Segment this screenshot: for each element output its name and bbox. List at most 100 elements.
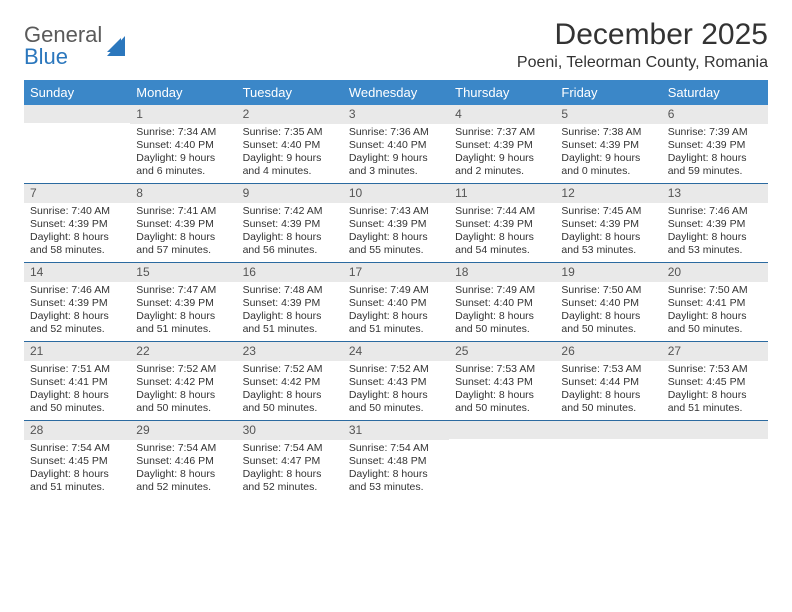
- sunrise-text: Sunrise: 7:39 AM: [668, 126, 762, 139]
- sunset-text: Sunset: 4:39 PM: [243, 218, 337, 231]
- day-number: 4: [449, 105, 555, 124]
- calendar-cell: 1Sunrise: 7:34 AMSunset: 4:40 PMDaylight…: [130, 105, 236, 183]
- calendar-cell: 21Sunrise: 7:51 AMSunset: 4:41 PMDayligh…: [24, 342, 130, 420]
- day-number: [449, 421, 555, 439]
- calendar-cell: 27Sunrise: 7:53 AMSunset: 4:45 PMDayligh…: [662, 342, 768, 420]
- day-number: 31: [343, 421, 449, 440]
- calendar-cell: 3Sunrise: 7:36 AMSunset: 4:40 PMDaylight…: [343, 105, 449, 183]
- daylight-text: Daylight: 8 hours and 50 minutes.: [349, 389, 443, 415]
- calendar-cell: 16Sunrise: 7:48 AMSunset: 4:39 PMDayligh…: [237, 263, 343, 341]
- sunset-text: Sunset: 4:44 PM: [561, 376, 655, 389]
- sunrise-text: Sunrise: 7:53 AM: [668, 363, 762, 376]
- day-detail: Sunrise: 7:36 AMSunset: 4:40 PMDaylight:…: [343, 124, 449, 183]
- day-header-wed: Wednesday: [343, 80, 449, 105]
- day-detail: Sunrise: 7:53 AMSunset: 4:44 PMDaylight:…: [555, 361, 661, 420]
- day-detail: Sunrise: 7:50 AMSunset: 4:40 PMDaylight:…: [555, 282, 661, 341]
- logo-sail-icon: [105, 32, 127, 60]
- sunset-text: Sunset: 4:39 PM: [561, 139, 655, 152]
- day-number: 12: [555, 184, 661, 203]
- sunrise-text: Sunrise: 7:49 AM: [349, 284, 443, 297]
- calendar-cell: 17Sunrise: 7:49 AMSunset: 4:40 PMDayligh…: [343, 263, 449, 341]
- daylight-text: Daylight: 8 hours and 51 minutes.: [243, 310, 337, 336]
- sunrise-text: Sunrise: 7:44 AM: [455, 205, 549, 218]
- sunrise-text: Sunrise: 7:53 AM: [561, 363, 655, 376]
- day-number: 25: [449, 342, 555, 361]
- day-detail: Sunrise: 7:48 AMSunset: 4:39 PMDaylight:…: [237, 282, 343, 341]
- sunrise-text: Sunrise: 7:50 AM: [668, 284, 762, 297]
- sunset-text: Sunset: 4:39 PM: [243, 297, 337, 310]
- sunset-text: Sunset: 4:39 PM: [30, 218, 124, 231]
- day-detail: Sunrise: 7:54 AMSunset: 4:46 PMDaylight:…: [130, 440, 236, 499]
- day-detail: Sunrise: 7:46 AMSunset: 4:39 PMDaylight:…: [662, 203, 768, 262]
- day-number: [555, 421, 661, 439]
- day-number: [24, 105, 130, 123]
- sunset-text: Sunset: 4:43 PM: [349, 376, 443, 389]
- sunrise-text: Sunrise: 7:40 AM: [30, 205, 124, 218]
- day-header-mon: Monday: [130, 80, 236, 105]
- day-number: 11: [449, 184, 555, 203]
- day-number: 19: [555, 263, 661, 282]
- daylight-text: Daylight: 8 hours and 50 minutes.: [455, 389, 549, 415]
- sunrise-text: Sunrise: 7:36 AM: [349, 126, 443, 139]
- sunset-text: Sunset: 4:40 PM: [349, 139, 443, 152]
- day-detail: Sunrise: 7:54 AMSunset: 4:45 PMDaylight:…: [24, 440, 130, 499]
- day-detail: Sunrise: 7:52 AMSunset: 4:43 PMDaylight:…: [343, 361, 449, 420]
- sunrise-text: Sunrise: 7:52 AM: [349, 363, 443, 376]
- sunrise-text: Sunrise: 7:38 AM: [561, 126, 655, 139]
- day-header-thu: Thursday: [449, 80, 555, 105]
- day-number: 14: [24, 263, 130, 282]
- day-number: 5: [555, 105, 661, 124]
- sunrise-text: Sunrise: 7:37 AM: [455, 126, 549, 139]
- daylight-text: Daylight: 8 hours and 51 minutes.: [136, 310, 230, 336]
- day-number: 6: [662, 105, 768, 124]
- sunrise-text: Sunrise: 7:51 AM: [30, 363, 124, 376]
- sunrise-text: Sunrise: 7:45 AM: [561, 205, 655, 218]
- day-number: 24: [343, 342, 449, 361]
- daylight-text: Daylight: 8 hours and 50 minutes.: [668, 310, 762, 336]
- day-number: 10: [343, 184, 449, 203]
- daylight-text: Daylight: 8 hours and 52 minutes.: [30, 310, 124, 336]
- day-number: 29: [130, 421, 236, 440]
- day-detail: Sunrise: 7:49 AMSunset: 4:40 PMDaylight:…: [343, 282, 449, 341]
- day-detail: Sunrise: 7:53 AMSunset: 4:43 PMDaylight:…: [449, 361, 555, 420]
- day-number: 27: [662, 342, 768, 361]
- sunrise-text: Sunrise: 7:49 AM: [455, 284, 549, 297]
- calendar-cell: 9Sunrise: 7:42 AMSunset: 4:39 PMDaylight…: [237, 184, 343, 262]
- day-header-sun: Sunday: [24, 80, 130, 105]
- day-number: 2: [237, 105, 343, 124]
- day-number: 15: [130, 263, 236, 282]
- day-detail: Sunrise: 7:38 AMSunset: 4:39 PMDaylight:…: [555, 124, 661, 183]
- day-detail: Sunrise: 7:40 AMSunset: 4:39 PMDaylight:…: [24, 203, 130, 262]
- day-detail: Sunrise: 7:52 AMSunset: 4:42 PMDaylight:…: [237, 361, 343, 420]
- sunrise-text: Sunrise: 7:35 AM: [243, 126, 337, 139]
- sunrise-text: Sunrise: 7:46 AM: [668, 205, 762, 218]
- month-title: December 2025: [517, 18, 768, 52]
- calendar-cell: 8Sunrise: 7:41 AMSunset: 4:39 PMDaylight…: [130, 184, 236, 262]
- daylight-text: Daylight: 9 hours and 0 minutes.: [561, 152, 655, 178]
- logo-text-2: Blue: [24, 44, 68, 69]
- day-detail: Sunrise: 7:41 AMSunset: 4:39 PMDaylight:…: [130, 203, 236, 262]
- daylight-text: Daylight: 8 hours and 52 minutes.: [243, 468, 337, 494]
- day-number: 21: [24, 342, 130, 361]
- sunset-text: Sunset: 4:45 PM: [30, 455, 124, 468]
- calendar-cell: 23Sunrise: 7:52 AMSunset: 4:42 PMDayligh…: [237, 342, 343, 420]
- daylight-text: Daylight: 8 hours and 57 minutes.: [136, 231, 230, 257]
- calendar-cell: 4Sunrise: 7:37 AMSunset: 4:39 PMDaylight…: [449, 105, 555, 183]
- day-number: 7: [24, 184, 130, 203]
- day-detail: Sunrise: 7:54 AMSunset: 4:47 PMDaylight:…: [237, 440, 343, 499]
- daylight-text: Daylight: 9 hours and 2 minutes.: [455, 152, 549, 178]
- calendar-cell: 20Sunrise: 7:50 AMSunset: 4:41 PMDayligh…: [662, 263, 768, 341]
- day-header-row: Sunday Monday Tuesday Wednesday Thursday…: [24, 80, 768, 105]
- sunset-text: Sunset: 4:39 PM: [30, 297, 124, 310]
- sunset-text: Sunset: 4:39 PM: [136, 297, 230, 310]
- sunrise-text: Sunrise: 7:41 AM: [136, 205, 230, 218]
- calendar-cell: 19Sunrise: 7:50 AMSunset: 4:40 PMDayligh…: [555, 263, 661, 341]
- calendar-cell: 30Sunrise: 7:54 AMSunset: 4:47 PMDayligh…: [237, 421, 343, 499]
- daylight-text: Daylight: 8 hours and 50 minutes.: [455, 310, 549, 336]
- daylight-text: Daylight: 8 hours and 53 minutes.: [349, 468, 443, 494]
- calendar-cell: 26Sunrise: 7:53 AMSunset: 4:44 PMDayligh…: [555, 342, 661, 420]
- sunrise-text: Sunrise: 7:54 AM: [243, 442, 337, 455]
- sunrise-text: Sunrise: 7:53 AM: [455, 363, 549, 376]
- daylight-text: Daylight: 8 hours and 51 minutes.: [30, 468, 124, 494]
- daylight-text: Daylight: 8 hours and 58 minutes.: [30, 231, 124, 257]
